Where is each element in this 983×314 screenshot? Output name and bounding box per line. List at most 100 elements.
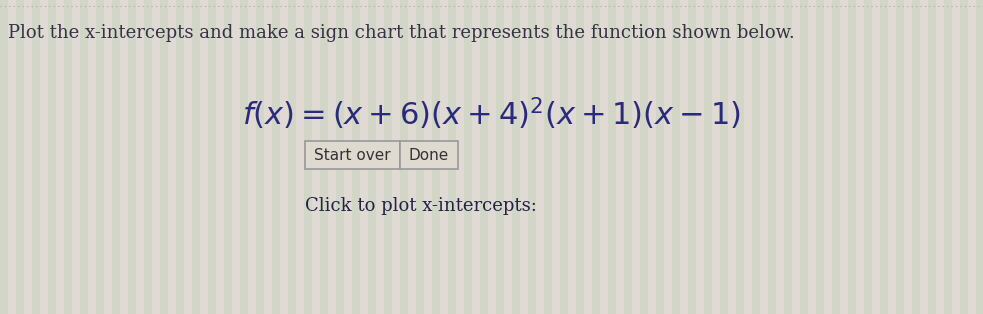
Bar <box>360 0 368 314</box>
Bar <box>248 0 256 314</box>
Bar <box>976 0 983 314</box>
Bar <box>936 0 944 314</box>
Bar <box>656 0 664 314</box>
Bar <box>184 0 192 314</box>
Bar <box>544 0 552 314</box>
Bar <box>40 0 48 314</box>
Bar <box>784 0 792 314</box>
Bar <box>16 0 24 314</box>
Bar <box>712 0 720 314</box>
Bar <box>520 0 528 314</box>
Bar <box>168 0 176 314</box>
Bar <box>352 0 360 314</box>
Bar <box>688 0 696 314</box>
Bar <box>472 0 480 314</box>
Bar <box>616 0 624 314</box>
Bar <box>488 0 496 314</box>
Bar <box>304 0 312 314</box>
Bar <box>536 0 544 314</box>
Bar <box>392 0 400 314</box>
Bar <box>320 0 328 314</box>
Bar <box>704 0 712 314</box>
Bar <box>144 0 152 314</box>
Bar <box>8 0 16 314</box>
Bar <box>512 0 520 314</box>
Bar <box>128 0 136 314</box>
Bar <box>952 0 960 314</box>
Bar <box>496 0 504 314</box>
Bar <box>432 0 440 314</box>
Bar <box>912 0 920 314</box>
Bar <box>576 0 584 314</box>
Bar <box>368 0 376 314</box>
Bar <box>776 0 784 314</box>
Bar <box>872 0 880 314</box>
Bar <box>440 0 448 314</box>
Bar <box>816 0 824 314</box>
Bar <box>680 0 688 314</box>
Bar <box>840 0 848 314</box>
Bar <box>960 0 968 314</box>
Bar <box>896 0 904 314</box>
Bar <box>416 0 424 314</box>
Bar <box>848 0 856 314</box>
Bar <box>0 0 8 314</box>
Bar <box>288 0 296 314</box>
Bar <box>504 0 512 314</box>
Bar <box>456 0 464 314</box>
Bar <box>344 0 352 314</box>
FancyBboxPatch shape <box>305 141 400 169</box>
Bar <box>760 0 768 314</box>
Bar <box>376 0 384 314</box>
Bar <box>152 0 160 314</box>
Bar <box>928 0 936 314</box>
Bar <box>864 0 872 314</box>
Bar <box>768 0 776 314</box>
Text: Start over: Start over <box>315 148 391 163</box>
Bar <box>312 0 320 314</box>
Bar <box>208 0 216 314</box>
Bar <box>592 0 600 314</box>
Bar <box>880 0 888 314</box>
Bar <box>32 0 40 314</box>
Bar <box>752 0 760 314</box>
Bar <box>944 0 952 314</box>
Bar <box>648 0 656 314</box>
Bar <box>88 0 96 314</box>
Bar <box>120 0 128 314</box>
Bar <box>464 0 472 314</box>
Bar <box>112 0 120 314</box>
Bar <box>568 0 576 314</box>
Text: Click to plot x-intercepts:: Click to plot x-intercepts: <box>305 197 537 215</box>
Bar <box>920 0 928 314</box>
Bar <box>824 0 832 314</box>
Bar <box>736 0 744 314</box>
Bar <box>640 0 648 314</box>
Bar <box>424 0 432 314</box>
Bar <box>856 0 864 314</box>
Bar <box>256 0 264 314</box>
Bar <box>232 0 240 314</box>
Bar <box>528 0 536 314</box>
Bar <box>600 0 608 314</box>
Bar <box>328 0 336 314</box>
Bar <box>672 0 680 314</box>
Bar <box>224 0 232 314</box>
Bar <box>408 0 416 314</box>
Bar <box>136 0 144 314</box>
Bar <box>904 0 912 314</box>
Bar <box>384 0 392 314</box>
Bar <box>200 0 208 314</box>
Bar <box>624 0 632 314</box>
Bar <box>808 0 816 314</box>
Bar <box>584 0 592 314</box>
Bar <box>664 0 672 314</box>
Bar <box>552 0 560 314</box>
Bar <box>296 0 304 314</box>
Bar <box>480 0 488 314</box>
Bar <box>240 0 248 314</box>
Bar <box>48 0 56 314</box>
Bar <box>216 0 224 314</box>
Bar <box>744 0 752 314</box>
Bar <box>64 0 72 314</box>
